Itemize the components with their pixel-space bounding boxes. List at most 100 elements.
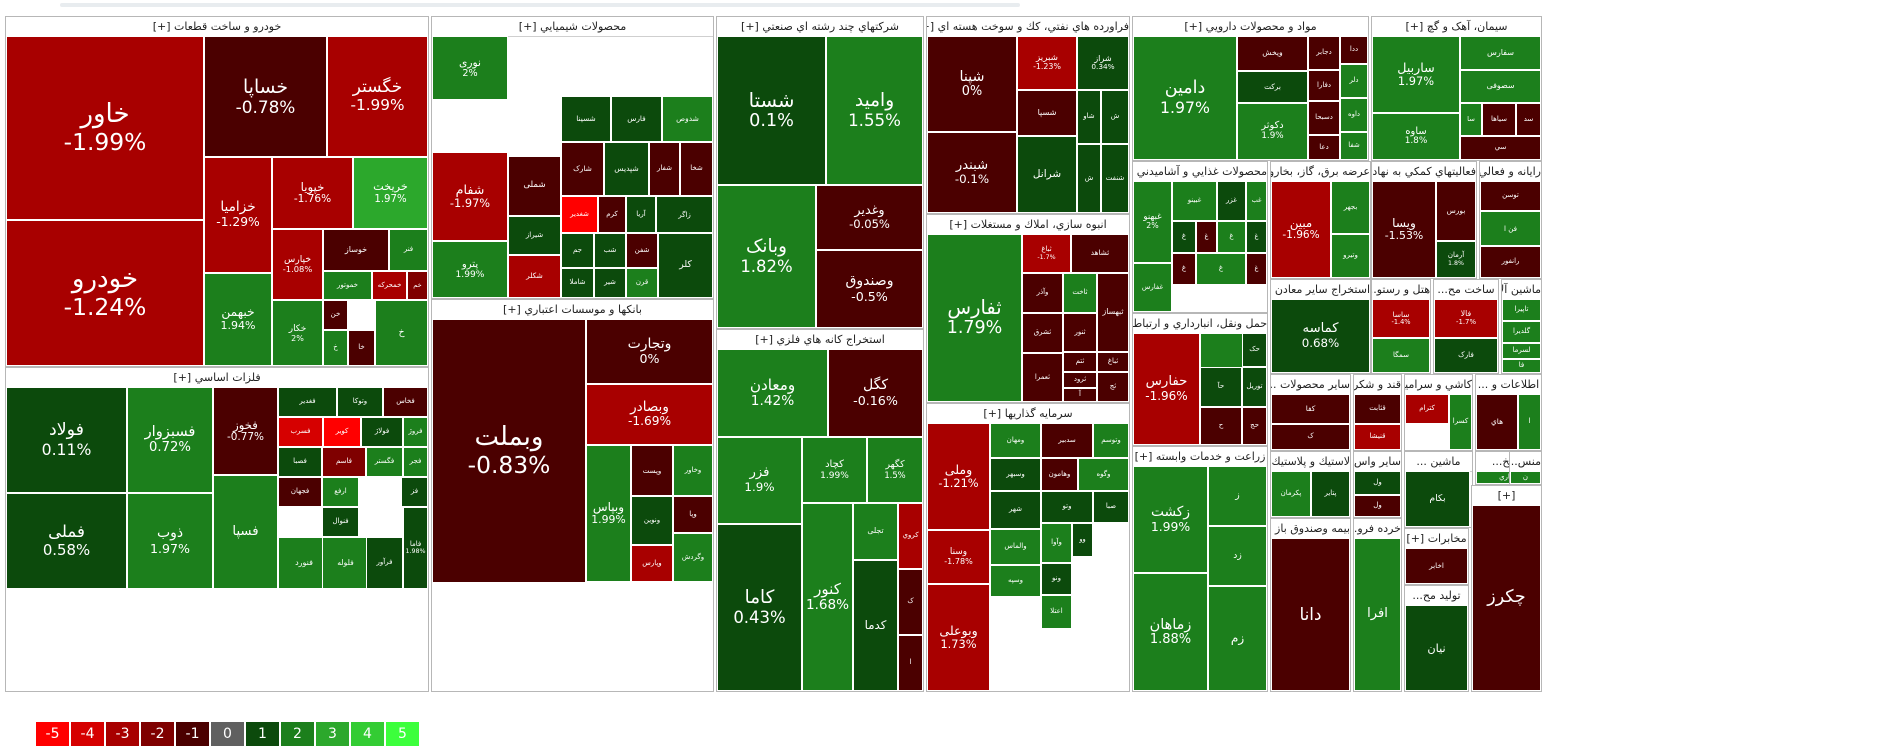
stock-tile[interactable]: فارک [1434,338,1498,373]
stock-tile[interactable]: وتيرو [1331,234,1370,278]
stock-tile[interactable]: شیر [594,268,626,298]
stock-tile[interactable]: کترام [1405,394,1449,424]
stock-tile[interactable]: شپدیس [604,142,649,196]
stock-tile[interactable]: ساوه 1.8% [1372,113,1460,160]
sector-title[interactable]: قند و شکر [+] [1354,375,1401,395]
sector-title[interactable]: كاشي و سراميك [+] [1405,375,1472,395]
stock-tile[interactable]: دلر [1340,64,1368,98]
stock-tile[interactable]: دکوثر 1.9% [1237,103,1308,160]
stock-tile[interactable]: دعا [1308,135,1340,160]
stock-tile[interactable]: وهامون [1041,458,1078,491]
sector-title[interactable]: ساير محصولات ... [1271,375,1350,395]
stock-tile[interactable]: شبریز -1.23% [1017,36,1077,90]
stock-tile[interactable]: غ [1246,253,1267,285]
stock-tile[interactable]: ک [1271,424,1350,450]
stock-tile[interactable]: ثنور [1063,313,1097,352]
stock-tile[interactable]: پتاير [1311,471,1350,517]
sector-title[interactable]: محصولات شيميايي [+] [432,17,713,37]
stock-tile[interactable]: فاسم [322,447,366,477]
sector-title[interactable]: استخراج كانه هاي فلزي [+] [717,330,923,350]
legend-item[interactable]: 4 [351,722,384,746]
sector-title[interactable]: ساخت مح... [1434,280,1498,300]
stock-tile[interactable]: مبین -1.96% [1271,181,1331,278]
stock-tile[interactable]: شفن [626,233,658,268]
stock-tile[interactable]: خموتور [323,271,372,300]
stock-tile[interactable]: کروي [898,503,923,569]
stock-tile[interactable]: ول [1354,471,1401,495]
stock-tile[interactable]: وخاور [673,445,713,496]
stock-tile[interactable]: فروژ [403,417,428,447]
stock-tile[interactable]: غ [1172,253,1196,285]
stock-tile[interactable]: زماهان 1.88% [1133,573,1208,691]
legend-item[interactable]: -4 [71,722,104,746]
stock-tile[interactable]: شستا 0.1% [717,36,826,185]
stock-tile[interactable]: وپست [631,445,673,496]
stock-tile[interactable]: ن [1510,471,1541,484]
stock-tile[interactable]: وسپه [990,565,1041,597]
stock-tile[interactable]: ثفارس 1.79% [927,234,1022,402]
sector-title[interactable]: سرمايه گذاريها [+] [927,404,1129,424]
stock-tile[interactable]: ذوب 1.97% [127,493,213,589]
legend-item[interactable]: -1 [176,722,209,746]
stock-tile[interactable]: زکشت 1.99% [1133,466,1208,573]
stock-tile[interactable]: وسبهر [990,458,1041,491]
stock-tile[interactable]: خساپا -0.78% [204,36,327,157]
stock-tile[interactable]: غ [1217,221,1246,253]
stock-tile[interactable]: والماس [990,529,1041,565]
stock-tile[interactable]: فخاس [383,387,428,417]
stock-tile[interactable]: غفارس [1133,263,1172,312]
stock-tile[interactable]: غ [1196,221,1217,253]
stock-tile[interactable]: ثتم [1063,352,1097,372]
sector-title[interactable]: بيمه وصندوق باز ... [1271,519,1350,539]
stock-tile[interactable]: وتوکا [337,387,383,417]
stock-tile[interactable]: ا [898,635,923,691]
stock-tile[interactable]: فسپا [213,475,278,589]
stock-tile[interactable]: رانفور [1480,246,1541,278]
stock-tile[interactable]: خریخت 1.97% [353,157,428,229]
stock-tile[interactable]: حک [1242,333,1267,367]
stock-tile[interactable]: ز [1208,466,1267,526]
stock-tile[interactable]: فجر [403,447,428,477]
legend-item[interactable]: -5 [36,722,69,746]
stock-tile[interactable]: کلر [658,233,713,298]
stock-tile[interactable]: سیاها [1482,103,1516,136]
stock-tile[interactable]: شب [594,233,626,268]
stock-tile[interactable]: دجابر [1308,36,1340,70]
stock-tile[interactable]: خم [407,271,428,300]
sector-title[interactable]: رايانه و فعالي... [1480,162,1541,182]
stock-tile[interactable]: شهر [990,491,1041,529]
sector-title[interactable]: مخابرات [+] [1405,529,1468,549]
stock-tile[interactable]: شنفت [1101,144,1129,213]
stock-tile[interactable]: وامید 1.55% [826,36,923,185]
stock-tile[interactable]: شاملا [561,268,594,298]
stock-tile[interactable]: شبندر -0.1% [927,132,1017,213]
stock-tile[interactable]: سدبیر [1041,423,1093,458]
stock-tile[interactable]: کگهر 1.5% [867,437,923,503]
sector-title[interactable]: سيمان، آهک و گچ [+] [1372,17,1541,37]
stock-tile[interactable]: نوری 2% [432,36,508,100]
stock-tile[interactable]: جم [561,233,594,268]
stock-tile[interactable]: کرم [598,196,626,233]
stock-tile[interactable]: چکرز [1472,505,1541,691]
stock-tile[interactable]: شارک [561,142,604,196]
stock-tile[interactable]: اخابر [1405,548,1468,584]
stock-tile[interactable]: خودرو -1.24% [6,220,204,366]
stock-tile[interactable]: لسرما [1502,343,1541,359]
sector-title[interactable]: شركتهاي چند رشته اي صنعتي [+] [717,17,923,37]
sector-title[interactable]: محصولات غذايي و آشاميدني به ... [1133,162,1267,182]
stock-tile[interactable]: فنورد [278,537,330,589]
stock-tile[interactable]: سا [1460,103,1482,136]
stock-tile[interactable]: وسنا -1.78% [927,530,990,584]
stock-tile[interactable]: حج [1242,407,1267,445]
stock-tile[interactable]: کماسه 0.68% [1271,299,1370,373]
stock-tile[interactable]: غب [1246,181,1267,221]
stock-tile[interactable]: ثج [1097,372,1129,402]
stock-tile[interactable]: وگوه [1078,458,1129,491]
stock-tile[interactable]: غبهنو 2% [1133,181,1172,263]
stock-tile[interactable]: دانا [1271,538,1350,691]
stock-tile[interactable]: ثباغ [1097,352,1129,372]
stock-tile[interactable]: توریل [1242,367,1267,407]
stock-tile[interactable]: شدوص [662,96,713,142]
stock-tile[interactable]: شپنا 0% [927,36,1017,132]
stock-tile[interactable]: فنر [389,229,428,271]
